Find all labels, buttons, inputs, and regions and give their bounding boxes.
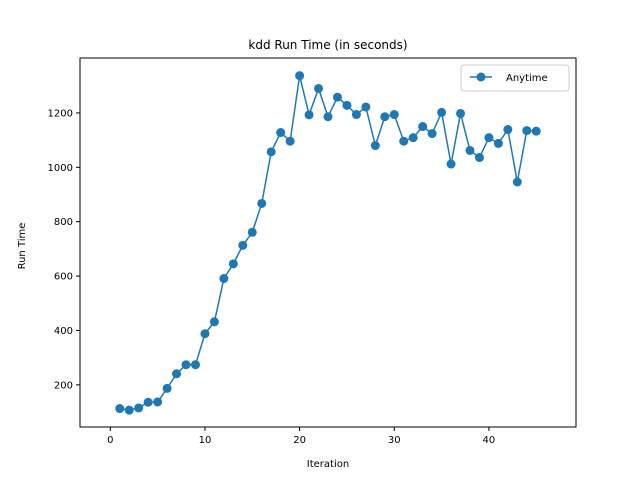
y-axis-label: Run Time [17, 223, 28, 270]
plot-area [115, 71, 541, 415]
data-point [408, 133, 418, 143]
data-point [285, 136, 295, 146]
y-tick-label: 600 [54, 272, 73, 283]
data-point [437, 107, 447, 117]
legend-label-anytime: Anytime [506, 73, 548, 84]
y-tick-label: 400 [54, 326, 73, 337]
data-point [266, 147, 276, 157]
y-tick-label: 800 [54, 217, 73, 228]
x-tick-label: 20 [293, 435, 306, 446]
data-point [209, 317, 219, 327]
data-point [474, 153, 484, 163]
data-point [134, 403, 144, 413]
data-point [276, 128, 286, 138]
data-point [332, 92, 342, 102]
legend-marker-swatch [476, 72, 486, 82]
data-point [342, 100, 352, 110]
data-point [323, 112, 333, 122]
data-point [200, 329, 210, 339]
data-point [162, 383, 172, 393]
legend: Anytime [460, 64, 570, 92]
data-point [493, 138, 503, 148]
data-point [361, 102, 371, 112]
x-tick-label: 30 [388, 435, 401, 446]
data-point [219, 274, 229, 284]
data-point [247, 227, 257, 237]
data-point [446, 159, 456, 169]
data-point [314, 83, 324, 93]
data-point [531, 126, 541, 136]
x-tick-label: 10 [199, 435, 212, 446]
series-line-anytime [119, 75, 537, 411]
data-point [351, 110, 361, 120]
data-point [115, 404, 125, 414]
data-point [512, 177, 522, 187]
data-point [304, 110, 314, 120]
data-point [295, 71, 305, 81]
data-point [257, 198, 267, 208]
data-point [456, 108, 466, 118]
plot-frame [79, 57, 577, 428]
data-point [370, 141, 380, 151]
x-tick-label: 40 [483, 435, 496, 446]
data-point [238, 240, 248, 250]
data-point [399, 136, 409, 146]
data-point [484, 133, 494, 143]
data-point [124, 405, 134, 415]
y-axis-ticks: 200 400 600 800 1000 1200 [48, 108, 80, 391]
data-point [522, 126, 532, 136]
y-tick-label: 200 [54, 380, 73, 391]
data-point [181, 360, 191, 370]
x-axis-ticks: 0 10 20 30 40 [107, 427, 495, 446]
x-axis-label: Iteration [307, 459, 349, 470]
y-tick-label: 1200 [48, 108, 73, 119]
x-tick-label: 0 [107, 435, 113, 446]
data-point [143, 397, 153, 407]
data-point [380, 112, 390, 122]
data-point [153, 397, 163, 407]
data-point [427, 129, 437, 139]
data-point [465, 145, 475, 155]
data-point [503, 125, 513, 135]
data-point [172, 369, 182, 379]
data-point [389, 110, 399, 120]
chart-title: kdd Run Time (in seconds) [248, 38, 407, 52]
legend-frame [460, 64, 570, 92]
data-point [228, 259, 238, 269]
y-tick-label: 1000 [48, 163, 73, 174]
data-point [190, 360, 200, 370]
data-point [418, 122, 428, 132]
